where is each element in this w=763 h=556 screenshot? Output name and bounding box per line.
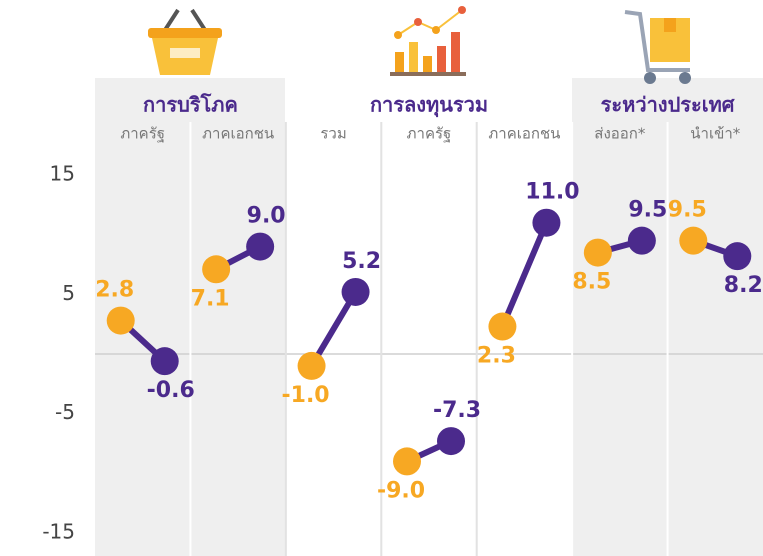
value-label: 8.2 [724, 273, 763, 298]
category-label: ภาครัฐ [407, 125, 452, 143]
dot [488, 312, 517, 341]
cart-icon [624, 10, 691, 84]
dot [532, 208, 561, 237]
dot [150, 347, 179, 376]
y-tick-label: 15 [50, 162, 75, 186]
value-label: -9.0 [377, 478, 425, 503]
connector [308, 290, 359, 368]
value-label: -0.6 [147, 378, 195, 403]
basket-icon [148, 8, 222, 75]
y-tick-label: -5 [55, 400, 75, 424]
group-title: การบริโภค [143, 93, 238, 117]
group-title: การลงทุนรวม [370, 93, 488, 118]
category-label: ส่งออก* [594, 125, 646, 143]
group-title: ระหว่างประเทศ [601, 93, 736, 117]
value-label: -1.0 [282, 383, 330, 408]
category-label: รวม [320, 125, 346, 143]
dot [246, 232, 275, 261]
value-label: 8.5 [572, 270, 611, 295]
connector [499, 221, 550, 328]
value-label: 2.8 [95, 278, 134, 303]
value-label: -7.3 [433, 398, 481, 423]
dot [723, 242, 752, 271]
value-label: 2.3 [477, 344, 516, 369]
chart-icon [390, 6, 466, 76]
dot [297, 351, 326, 380]
category-label: ภาครัฐ [120, 125, 165, 143]
dot [583, 238, 612, 267]
dot [202, 255, 231, 284]
value-label: 9.0 [247, 204, 286, 229]
y-tick-label: -15 [42, 520, 75, 544]
dot [627, 226, 656, 255]
category-label: นำเข้า* [690, 125, 740, 143]
value-label: 7.1 [191, 286, 230, 311]
dot [437, 427, 465, 456]
category-label: ภาคเอกชน [488, 125, 560, 143]
dot [393, 447, 421, 476]
dot [341, 277, 370, 306]
category-label: ภาคเอกชน [202, 125, 274, 143]
y-tick-label: 5 [62, 281, 75, 305]
value-label: 11.0 [525, 180, 579, 205]
value-label: 5.2 [342, 249, 381, 274]
value-label: 9.5 [628, 198, 667, 223]
dot [679, 226, 708, 255]
value-label: 9.5 [668, 198, 707, 223]
dot [106, 306, 135, 335]
